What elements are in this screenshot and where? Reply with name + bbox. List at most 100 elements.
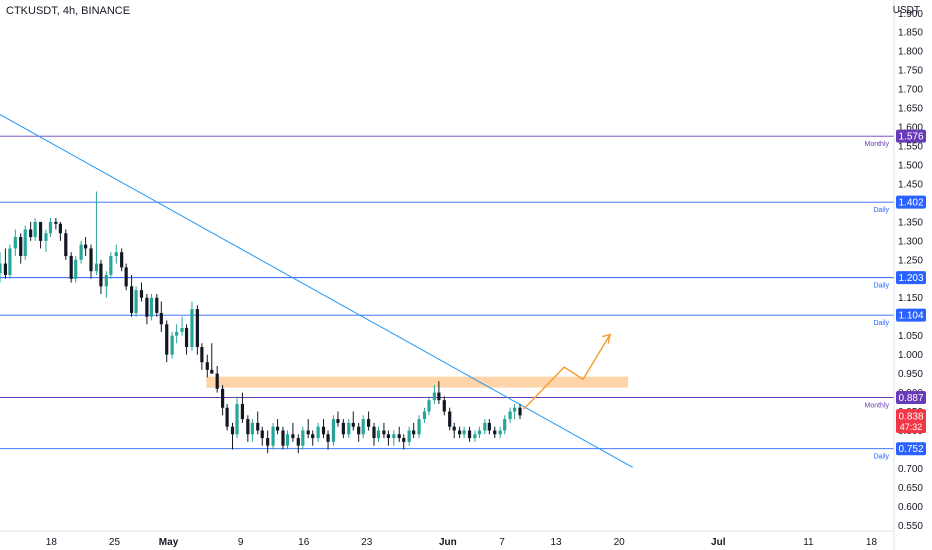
candle bbox=[84, 237, 88, 257]
projection-layer bbox=[523, 333, 612, 410]
candle-body bbox=[165, 324, 169, 355]
price-tick-label: 0.950 bbox=[898, 369, 923, 380]
candle bbox=[336, 411, 340, 427]
candle-body bbox=[512, 407, 517, 412]
price-tick-label: 1.300 bbox=[898, 236, 923, 247]
candle bbox=[159, 301, 163, 332]
time-tick-label: 25 bbox=[109, 537, 121, 548]
candle bbox=[477, 426, 482, 439]
level-price-label: 0.752 bbox=[898, 444, 923, 455]
candle bbox=[432, 384, 436, 404]
time-axis-ticks: 18 25 May 9 16 23 Jun 7 13 20 Jul 11 18 bbox=[46, 537, 878, 548]
candle bbox=[417, 415, 421, 439]
candle-body bbox=[145, 297, 149, 317]
candle bbox=[114, 244, 118, 264]
candle-body bbox=[336, 419, 340, 423]
candle-body bbox=[518, 407, 522, 416]
candle-body bbox=[139, 290, 144, 298]
candle-body bbox=[266, 438, 270, 446]
candle bbox=[184, 324, 189, 355]
candle-body bbox=[376, 430, 381, 439]
candle-body bbox=[256, 422, 260, 431]
candle bbox=[306, 419, 310, 439]
candle-body bbox=[205, 362, 209, 370]
candle-body bbox=[427, 400, 431, 412]
candle-body bbox=[210, 369, 214, 374]
candle-body bbox=[477, 430, 482, 435]
candle bbox=[291, 422, 295, 442]
trendline-layer bbox=[0, 114, 633, 468]
candle bbox=[58, 221, 62, 241]
candle-body bbox=[407, 430, 411, 442]
candle-body bbox=[54, 221, 58, 224]
candle bbox=[326, 430, 330, 450]
price-tick-label: 0.550 bbox=[898, 521, 923, 532]
candle bbox=[512, 403, 517, 420]
level-price-labels: Monthly 1.576 Daily 1.402 Daily 1.203 Daily 1.1… bbox=[864, 129, 926, 461]
candle-body bbox=[458, 430, 462, 435]
candle bbox=[402, 434, 406, 450]
candle-body bbox=[33, 221, 37, 238]
candle bbox=[165, 320, 169, 363]
candle-body bbox=[442, 400, 446, 412]
candle-body bbox=[296, 438, 300, 446]
candle bbox=[321, 419, 326, 439]
current-price-box bbox=[896, 409, 926, 434]
time-tick-label: 20 bbox=[614, 537, 626, 548]
symbol-title: CTKUSDT, 4h, BINANCE bbox=[6, 5, 131, 17]
candle-body bbox=[291, 434, 295, 439]
candle bbox=[44, 229, 48, 253]
level-tag: Monthly bbox=[864, 141, 889, 148]
candle bbox=[316, 422, 320, 442]
candle-body bbox=[382, 430, 386, 435]
candle bbox=[397, 426, 401, 442]
candle bbox=[366, 411, 371, 431]
candle bbox=[220, 384, 225, 416]
price-tick-label: 1.600 bbox=[898, 123, 923, 134]
candle-body bbox=[225, 407, 229, 427]
price-tick-label: 1.750 bbox=[898, 66, 923, 77]
candle-body bbox=[351, 422, 355, 427]
candle-body bbox=[124, 267, 128, 287]
candle bbox=[331, 415, 336, 446]
candle bbox=[382, 422, 386, 439]
candle bbox=[357, 422, 361, 442]
candle-body bbox=[498, 430, 502, 435]
candle bbox=[19, 233, 23, 264]
candle-body bbox=[392, 434, 396, 439]
level-lines bbox=[0, 135, 894, 450]
candle bbox=[473, 430, 477, 442]
level-price-label: 1.104 bbox=[898, 311, 923, 322]
candle-body bbox=[361, 419, 365, 435]
candle bbox=[190, 301, 194, 351]
candle-body bbox=[483, 422, 487, 431]
candle-body bbox=[48, 221, 53, 234]
candle bbox=[0, 252, 2, 283]
time-tick-label: Jul bbox=[711, 537, 726, 548]
candle-body bbox=[155, 297, 159, 313]
candle-body bbox=[114, 252, 118, 257]
candle-body bbox=[19, 237, 23, 257]
candle-body bbox=[84, 244, 88, 249]
candle bbox=[452, 422, 456, 439]
candle-body bbox=[13, 237, 17, 249]
level-price-label: 0.887 bbox=[898, 393, 923, 404]
candle bbox=[129, 274, 134, 317]
supply-zone bbox=[206, 376, 629, 388]
candle-body bbox=[452, 426, 456, 431]
candle-body bbox=[23, 229, 27, 257]
candle bbox=[462, 426, 466, 439]
candle-body bbox=[74, 259, 78, 279]
candle-body bbox=[44, 233, 48, 241]
candle-body bbox=[246, 419, 250, 435]
candle bbox=[225, 403, 229, 431]
candle-body bbox=[326, 434, 330, 442]
time-tick-label: 11 bbox=[803, 537, 814, 548]
candle-body bbox=[3, 263, 8, 275]
candle bbox=[412, 422, 416, 439]
candle-body bbox=[109, 256, 113, 275]
price-tick-label: 1.000 bbox=[898, 350, 923, 361]
candle bbox=[33, 218, 37, 241]
time-tick-label: 13 bbox=[550, 537, 562, 548]
level-price-box bbox=[896, 390, 926, 404]
